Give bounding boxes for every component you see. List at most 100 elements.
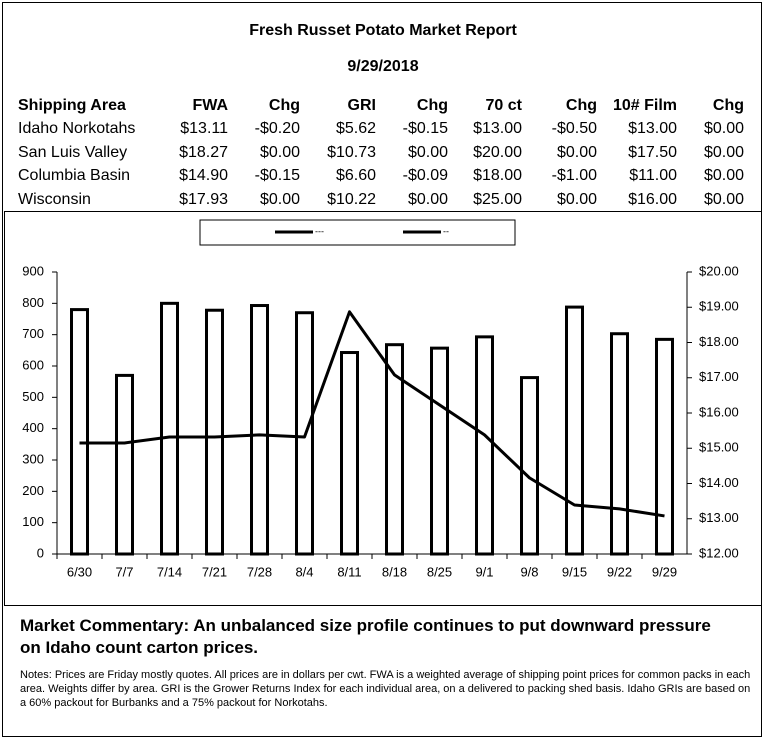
- table-cell: $0.00: [703, 190, 744, 208]
- table-cell: $11.00: [629, 167, 677, 185]
- bar: [385, 343, 404, 556]
- bar: [70, 308, 89, 556]
- x-tick-label: 8/11: [337, 564, 361, 579]
- table-cell: $10.73: [327, 143, 376, 161]
- commentary: Market Commentary: An unbalanced size pr…: [20, 616, 711, 657]
- y-tick-label: 600: [22, 357, 44, 372]
- x-tick-label: 6/30: [67, 564, 92, 579]
- table-cell: -$0.15: [254, 167, 300, 185]
- table-cell: $18.27: [179, 143, 228, 161]
- x-tick-label: 9/8: [520, 564, 538, 579]
- bar: [655, 337, 674, 556]
- table-cell: $0.00: [259, 143, 300, 161]
- price-table: Shipping Area FWA Chg GRI Chg 70 ct Chg 10# Fil…: [18, 94, 744, 212]
- x-tick-label: 9/1: [475, 564, 493, 579]
- bar: [565, 305, 584, 556]
- table-cell: $13.11: [180, 120, 228, 138]
- table-row: San Luis Valley $18.27 $0.00 $10.73 $0.00 $20…: [18, 141, 744, 165]
- table-cell: $0.00: [556, 143, 597, 161]
- legend-box: [199, 219, 516, 246]
- y-tick-label: 400: [22, 420, 44, 435]
- y2-tick-label: $14.00: [699, 475, 739, 490]
- y-tick-label: 700: [22, 326, 44, 341]
- y-tick-label: 100: [22, 514, 44, 529]
- table-cell: Columbia Basin: [18, 167, 131, 185]
- y2-tick-label: $20.00: [699, 263, 739, 278]
- x-tick-label: 7/14: [157, 564, 182, 579]
- bar: [475, 335, 494, 556]
- table-cell: $0.00: [703, 167, 744, 185]
- y-tick-label: 200: [22, 483, 44, 498]
- bar: [160, 301, 179, 556]
- column-header: GRI: [347, 96, 376, 114]
- table-cell: $6.60: [335, 167, 376, 185]
- table-cell: $17.93: [179, 190, 228, 208]
- bar: [430, 346, 449, 556]
- header-row: Shipping Area FWA Chg GRI Chg 70 ct Chg 10# Fil…: [18, 94, 744, 118]
- notes: Notes: Prices are Friday mostly quotes. …: [20, 669, 751, 709]
- table-cell: -$0.09: [402, 167, 448, 185]
- chart: 0 100 200 300 400 500 600 700 800 900 $12.00 $13.00…: [22, 219, 739, 579]
- x-tick-label: 8/4: [295, 564, 313, 579]
- table-cell: $13.00: [628, 120, 677, 138]
- table-cell: $0.00: [556, 190, 597, 208]
- bar: [610, 332, 629, 556]
- y-tick-label: 0: [37, 545, 44, 560]
- table-cell: Wisconsin: [18, 190, 91, 208]
- legend-label: --: [443, 226, 449, 236]
- bar: [340, 351, 359, 556]
- y2-tick-label: $13.00: [699, 510, 739, 525]
- table-cell: $0.00: [259, 190, 300, 208]
- x-tick-label: 7/28: [247, 564, 272, 579]
- y2-tick-label: $15.00: [699, 440, 739, 455]
- table-cell: $10.22: [327, 190, 376, 208]
- x-tick-label: 9/15: [562, 564, 587, 579]
- table-cell: -$0.20: [254, 120, 300, 138]
- x-tick-label: 7/21: [202, 564, 227, 579]
- x-tick-label: 8/25: [427, 564, 452, 579]
- chart-box: [4, 211, 762, 606]
- table-cell: $16.00: [628, 190, 677, 208]
- table-cell: $14.90: [179, 167, 228, 185]
- table-row: Wisconsin $17.93 $0.00 $10.22 $0.00 $25.00 $0.…: [18, 188, 744, 212]
- column-header: 10# Film: [612, 96, 677, 114]
- y-tick-label: 500: [22, 389, 44, 404]
- x-tick-label: 9/22: [607, 564, 632, 579]
- bar: [205, 308, 224, 556]
- column-header: 70 ct: [485, 96, 522, 114]
- table-cell: -$0.15: [402, 120, 448, 138]
- table-row: Idaho Norkotahs $13.11 -$0.20 $5.62 -$0.15 $1…: [18, 118, 744, 142]
- bar: [250, 304, 269, 556]
- x-tick-label: 8/18: [382, 564, 407, 579]
- table-cell: $13.00: [473, 120, 522, 138]
- line-series: [79, 310, 665, 518]
- y2-tick-label: $18.00: [699, 334, 739, 349]
- y2-tick-label: $16.00: [699, 404, 739, 419]
- y-tick-label: 300: [22, 451, 44, 466]
- column-header: Chg: [416, 96, 448, 114]
- y2-tick-label: $12.00: [699, 545, 739, 560]
- table-cell: $0.00: [703, 120, 744, 138]
- table-cell: $25.00: [473, 190, 522, 208]
- column-header: Chg: [565, 96, 597, 114]
- table-cell: $0.00: [407, 143, 448, 161]
- y-tick-label: 800: [22, 295, 44, 310]
- table-cell: $17.50: [628, 143, 677, 161]
- report-date: 9/29/2018: [347, 58, 419, 75]
- legend-label: ---: [315, 226, 324, 236]
- column-header: FWA: [192, 96, 228, 114]
- table-cell: $20.00: [473, 143, 522, 161]
- x-tick-label: 9/29: [652, 564, 677, 579]
- table-cell: -$0.50: [551, 120, 597, 138]
- y2-tick-label: $17.00: [699, 369, 739, 384]
- table-cell: $0.00: [703, 143, 744, 161]
- bar: [520, 376, 539, 556]
- table-cell: -$1.00: [551, 167, 597, 185]
- y-tick-label: 900: [22, 263, 44, 278]
- x-tick-label: 7/7: [115, 564, 133, 579]
- table-cell: Idaho Norkotahs: [18, 120, 136, 138]
- column-header: Chg: [268, 96, 300, 114]
- report-title: Fresh Russet Potato Market Report: [249, 22, 517, 39]
- table-cell: $0.00: [407, 190, 448, 208]
